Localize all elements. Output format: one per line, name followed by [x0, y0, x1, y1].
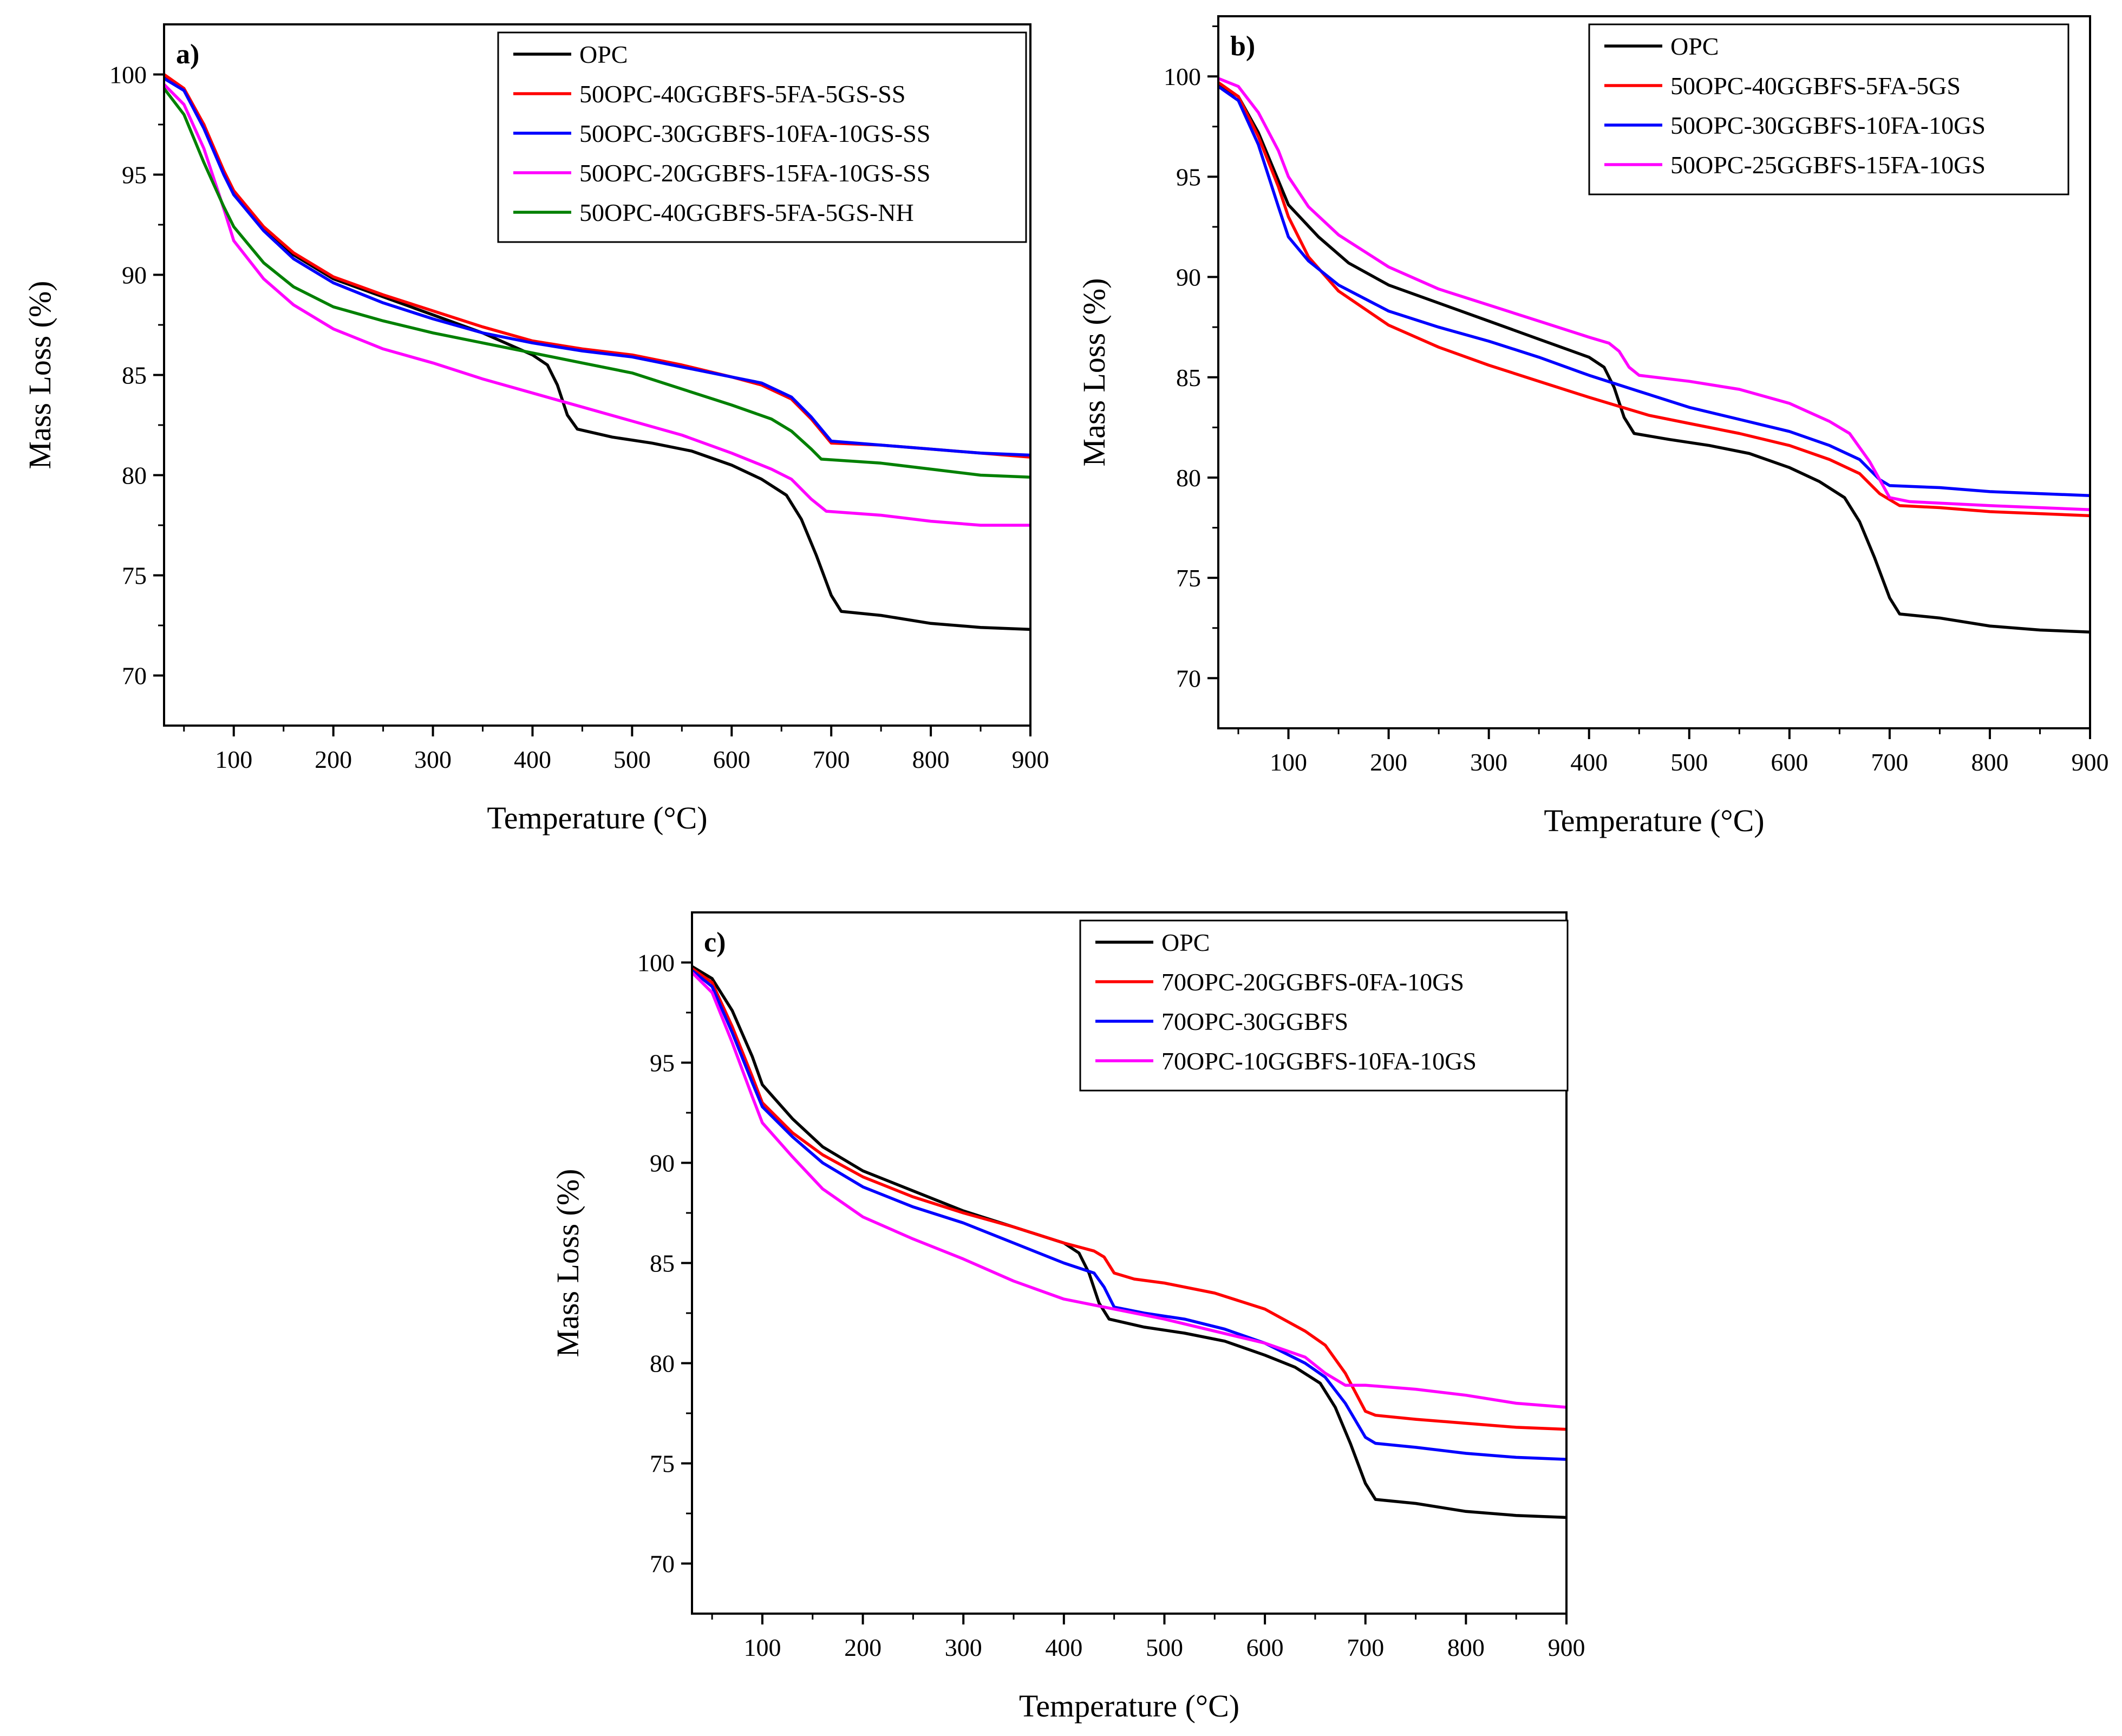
x-tick-label: 300 [1470, 748, 1507, 776]
panel-label: b) [1230, 31, 1255, 62]
y-tick-label: 70 [650, 1550, 675, 1578]
plot-frame [1217, 15, 2091, 729]
y-tick-label: 75 [1176, 564, 1201, 592]
x-axis-title: Temperature (°C) [1544, 803, 1764, 838]
legend-entry: 70OPC-10GGBFS-10FA-10GS [1161, 1047, 1477, 1075]
legend-entry: 70OPC-30GGBFS [1161, 1008, 1348, 1035]
x-tick-label: 900 [2072, 748, 2109, 776]
x-tick-label: 800 [1447, 1634, 1485, 1661]
x-tick-label: 100 [1270, 748, 1307, 776]
x-tick-label: 200 [1370, 748, 1407, 776]
y-tick-label: 85 [1176, 364, 1201, 391]
y-axis-title: Mass Loss (%) [1076, 278, 1112, 467]
y-tick-label: 75 [122, 562, 147, 590]
x-tick-label: 100 [215, 746, 252, 773]
x-tick-label: 400 [514, 746, 551, 773]
series-line-4 [692, 971, 1566, 1409]
x-tick-label: 800 [912, 746, 950, 773]
x-axis-title: Temperature (°C) [487, 800, 707, 836]
y-tick-label: 90 [122, 262, 147, 289]
series-line-3 [1218, 84, 2090, 498]
y-tick-label: 95 [1176, 163, 1201, 191]
x-tick-label: 700 [1347, 1634, 1384, 1661]
y-tick-label: 100 [637, 949, 675, 977]
y-tick-label: 80 [1176, 464, 1201, 492]
legend-entry: OPC [579, 41, 628, 68]
series-line-3 [692, 969, 1566, 1461]
y-tick-label: 90 [1176, 264, 1201, 291]
y-tick-label: 70 [1176, 664, 1201, 692]
x-tick-label: 600 [1771, 748, 1808, 776]
panel-label: c) [704, 927, 726, 958]
x-tick-label: 300 [945, 1634, 982, 1661]
x-tick-label: 400 [1570, 748, 1608, 776]
y-tick-label: 80 [122, 462, 147, 490]
y-tick-label: 90 [650, 1150, 675, 1177]
x-tick-label: 600 [1246, 1634, 1284, 1661]
series-line-2 [692, 967, 1566, 1431]
x-tick-label: 700 [1871, 748, 1908, 776]
legend-box [497, 31, 1027, 243]
x-tick-label: 100 [743, 1634, 781, 1661]
legend-entry: 50OPC-30GGBFS-10FA-10GS [1670, 112, 1986, 139]
series-line-1 [1218, 83, 2090, 634]
series-line-1 [692, 965, 1566, 1519]
y-tick-label: 100 [109, 61, 147, 89]
y-tick-label: 100 [1164, 63, 1201, 90]
y-tick-label: 95 [650, 1049, 675, 1077]
legend-entry: 70OPC-20GGBFS-0FA-10GS [1161, 968, 1464, 996]
x-tick-label: 900 [1548, 1634, 1585, 1661]
chart-panel-1: 100 200 300 400 500 600 700 800 900 70 75 80 85 90 95 1… [22, 23, 1049, 836]
x-tick-label: 300 [414, 746, 452, 773]
legend-entry: 50OPC-20GGBFS-15FA-10GS-SS [579, 159, 930, 187]
chart-panel-3: 100 200 300 400 500 600 700 800 900 70 75 80 85 90 95 1… [550, 911, 1585, 1724]
y-tick-label: 85 [650, 1250, 675, 1277]
series-line-5 [164, 87, 1030, 479]
legend-entry: 50OPC-25GGBFS-15FA-10GS [1670, 151, 1986, 179]
legend: OPC 70OPC-20GGBFS-0FA-10GS 70OPC-30GGBFS 70… [1079, 919, 1569, 1092]
x-tick-label: 700 [813, 746, 850, 773]
y-tick-label: 70 [122, 662, 147, 690]
legend-entry: 50OPC-40GGBFS-5FA-5GS-NH [579, 199, 914, 226]
legend-entry: 50OPC-30GGBFS-10FA-10GS-SS [579, 120, 930, 147]
y-axis-title: Mass Loss (%) [550, 1169, 585, 1358]
legend-box [1079, 919, 1569, 1092]
x-tick-label: 200 [315, 746, 352, 773]
x-tick-label: 500 [1670, 748, 1708, 776]
x-tick-label: 400 [1045, 1634, 1082, 1661]
legend-entry: OPC [1161, 929, 1210, 956]
legend: OPC 50OPC-40GGBFS-5FA-5GS-SS 50OPC-30GGBFS… [497, 31, 1027, 243]
legend-entry: 50OPC-40GGBFS-5FA-5GS [1670, 72, 1961, 100]
series-line-2 [1218, 81, 2090, 518]
legend: OPC 50OPC-40GGBFS-5FA-5GS 50OPC-30GGBFS-10… [1588, 23, 2069, 195]
series-line-3 [164, 77, 1030, 457]
x-tick-label: 900 [1012, 746, 1049, 773]
x-tick-label: 800 [1971, 748, 2008, 776]
panel-label: a) [176, 39, 199, 70]
y-tick-label: 85 [122, 362, 147, 389]
chart-panel-2: 100 200 300 400 500 600 700 800 900 70 75 80 85 90 95 1… [1076, 15, 2109, 838]
y-tick-label: 95 [122, 161, 147, 189]
y-axis-title: Mass Loss (%) [22, 281, 57, 469]
x-tick-label: 500 [1146, 1634, 1183, 1661]
y-tick-label: 80 [650, 1350, 675, 1378]
x-tick-label: 500 [613, 746, 651, 773]
x-tick-label: 600 [713, 746, 750, 773]
legend-box [1588, 23, 2069, 195]
x-tick-label: 200 [844, 1634, 882, 1661]
series-line-4 [1218, 77, 2090, 511]
series-line-2 [164, 73, 1030, 459]
legend-entry: 50OPC-40GGBFS-5FA-5GS-SS [579, 80, 905, 108]
x-axis-title: Temperature (°C) [1019, 1688, 1239, 1724]
legend-entry: OPC [1670, 32, 1719, 60]
series-line-4 [164, 83, 1030, 527]
y-tick-label: 75 [650, 1450, 675, 1478]
